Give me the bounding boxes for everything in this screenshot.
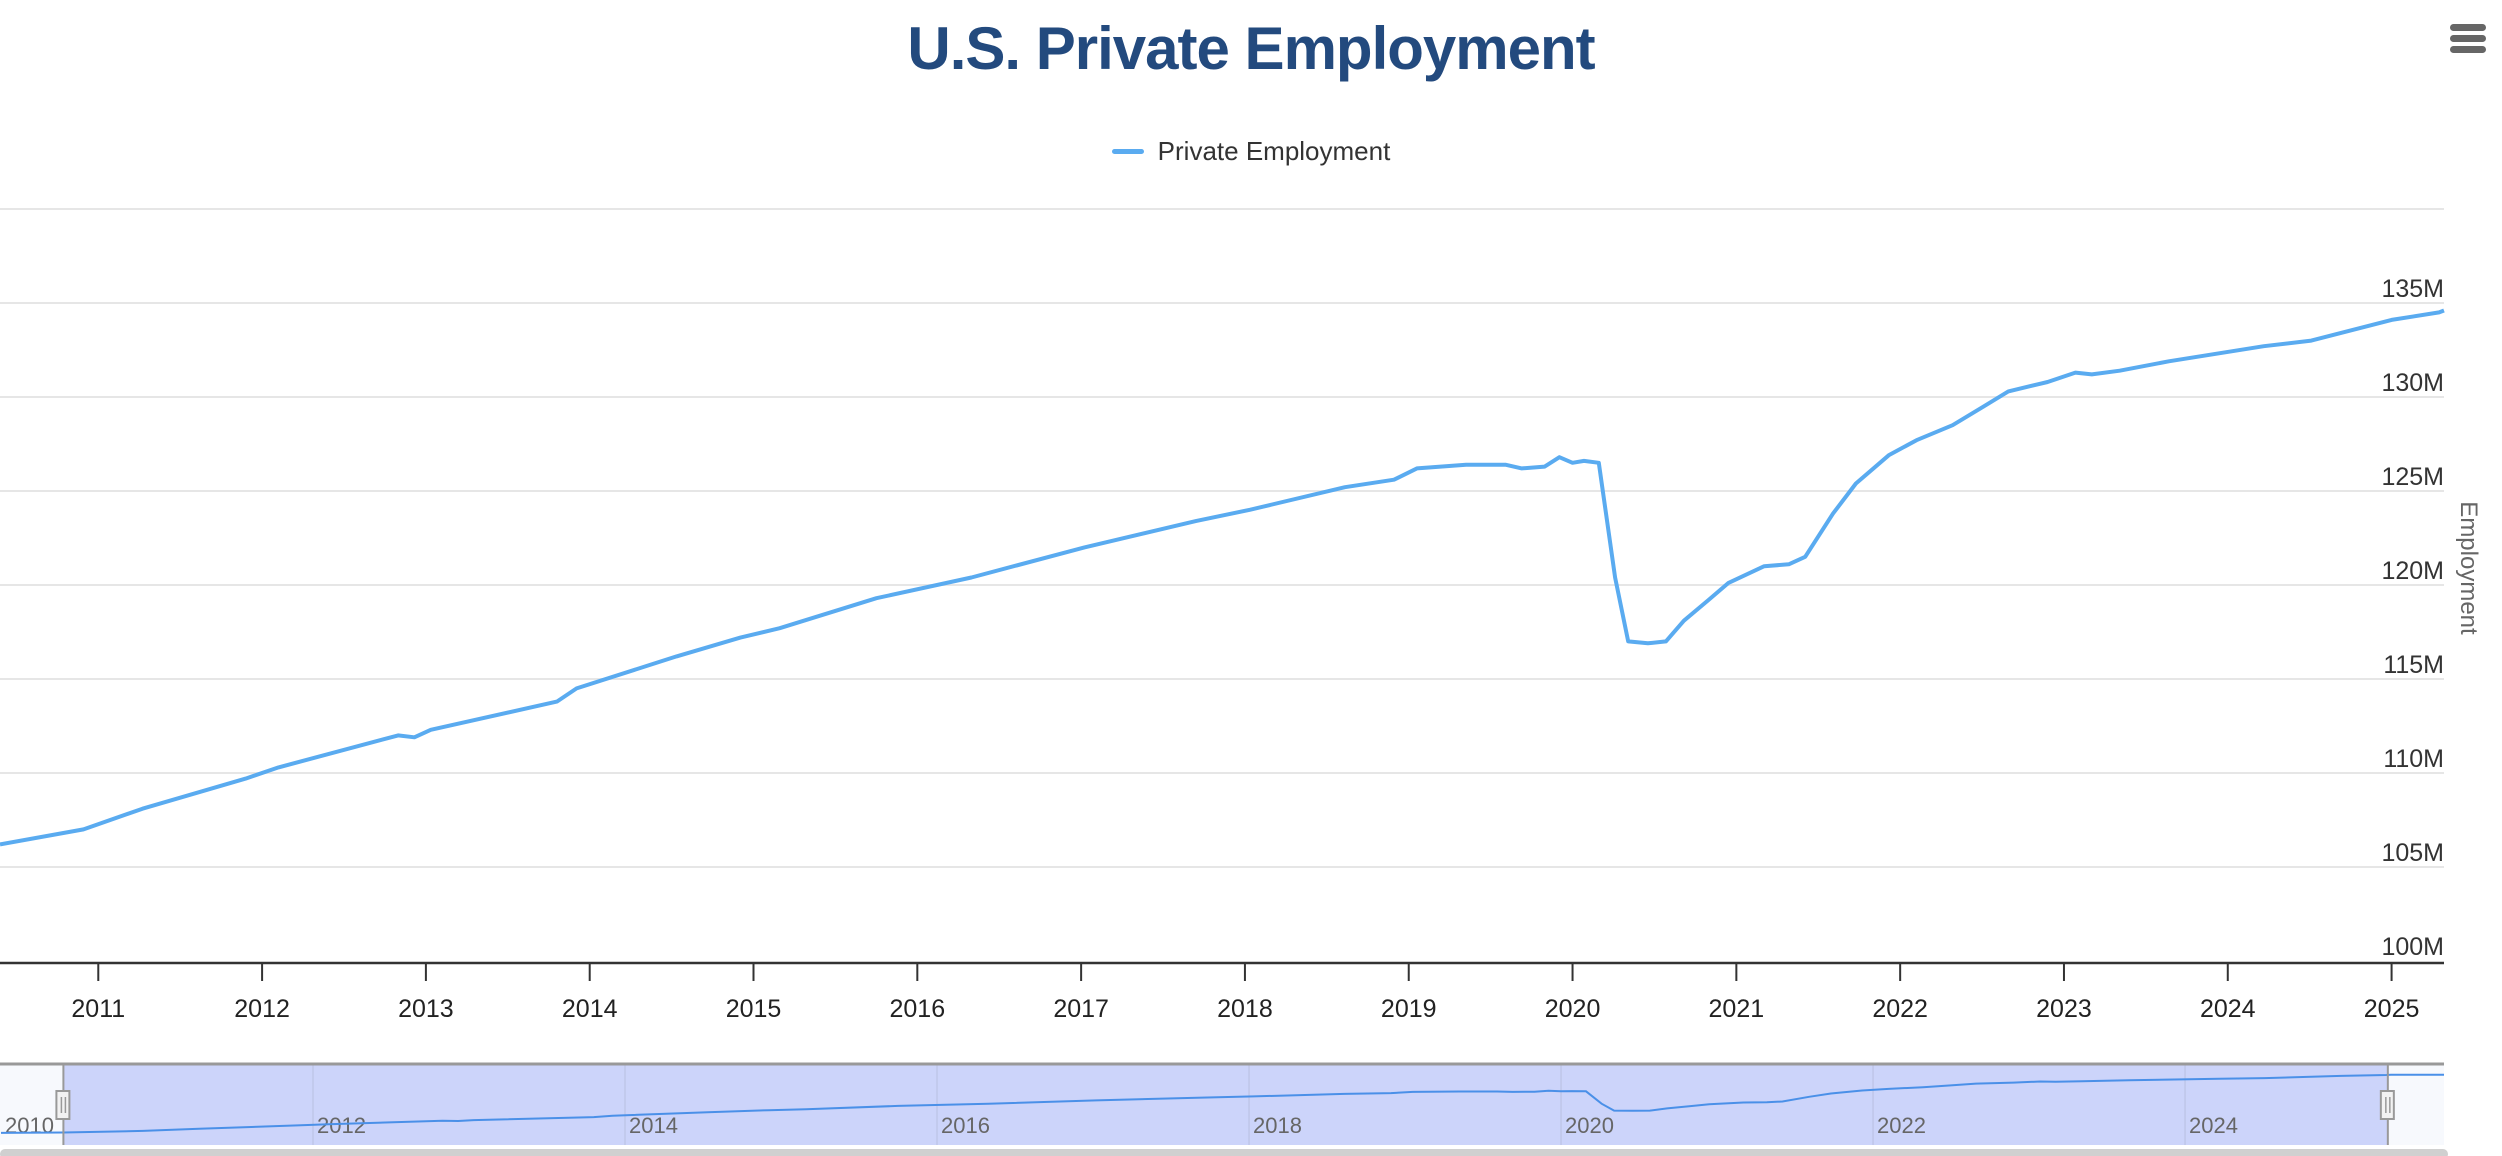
navigator-tick-label: 2016 bbox=[941, 1113, 990, 1138]
x-tick-label: 2021 bbox=[1709, 995, 1765, 1023]
legend: Private Employment bbox=[0, 136, 2502, 167]
x-tick-label: 2018 bbox=[1217, 995, 1273, 1023]
x-tick-label: 2014 bbox=[562, 995, 618, 1023]
x-tick-label: 2023 bbox=[2036, 995, 2092, 1023]
x-tick-label: 2019 bbox=[1381, 995, 1437, 1023]
navigator-right-handle[interactable] bbox=[2379, 1090, 2395, 1120]
chart-title: U.S. Private Employment bbox=[907, 15, 1595, 82]
series-line-private-employment[interactable] bbox=[0, 308, 2445, 847]
x-tick-label: 2012 bbox=[234, 995, 290, 1023]
y-tick-label: 115M bbox=[2383, 651, 2444, 679]
legend-item-private-employment[interactable]: Private Employment bbox=[1157, 136, 1391, 166]
x-tick-label: 2017 bbox=[1053, 995, 1109, 1023]
y-tick-label: 100M bbox=[2381, 933, 2444, 961]
x-tick-label: 2022 bbox=[1872, 995, 1928, 1023]
x-tick-label: 2016 bbox=[890, 995, 946, 1023]
navigator-tick-label: 2014 bbox=[629, 1113, 678, 1138]
x-tick-label: 2013 bbox=[398, 995, 454, 1023]
x-tick-label: 2015 bbox=[726, 995, 782, 1023]
navigator-tick-label: 2018 bbox=[1253, 1113, 1302, 1138]
x-tick-label: 2025 bbox=[2364, 995, 2420, 1023]
y-tick-label: 110M bbox=[2383, 745, 2444, 773]
y-tick-label: 135M bbox=[2381, 275, 2444, 303]
navigator-left-handle[interactable] bbox=[55, 1090, 71, 1120]
navigator-tick-label: 2010 bbox=[5, 1113, 54, 1138]
legend-line-swatch bbox=[1111, 149, 1144, 154]
y-tick-label: 125M bbox=[2381, 463, 2444, 491]
x-tick-label: 2020 bbox=[1545, 995, 1601, 1023]
navigator-tick-label: 2022 bbox=[1877, 1113, 1926, 1138]
hamburger-menu-icon[interactable] bbox=[2450, 24, 2486, 56]
y-tick-label: 120M bbox=[2381, 557, 2444, 585]
navigator-scrollbar[interactable] bbox=[0, 1149, 2448, 1156]
navigator-selected-range[interactable] bbox=[63, 1064, 2388, 1145]
navigator-tick-label: 2020 bbox=[1565, 1113, 1614, 1138]
x-tick-label: 2011 bbox=[71, 995, 125, 1023]
y-tick-label: 130M bbox=[2381, 369, 2444, 397]
navigator-series-line bbox=[0, 1073, 2444, 1134]
y-tick-label: 105M bbox=[2381, 839, 2444, 867]
navigator-tick-label: 2012 bbox=[317, 1113, 366, 1138]
x-tick-label: 2024 bbox=[2200, 995, 2256, 1023]
navigator-tick-label: 2024 bbox=[2189, 1113, 2238, 1138]
